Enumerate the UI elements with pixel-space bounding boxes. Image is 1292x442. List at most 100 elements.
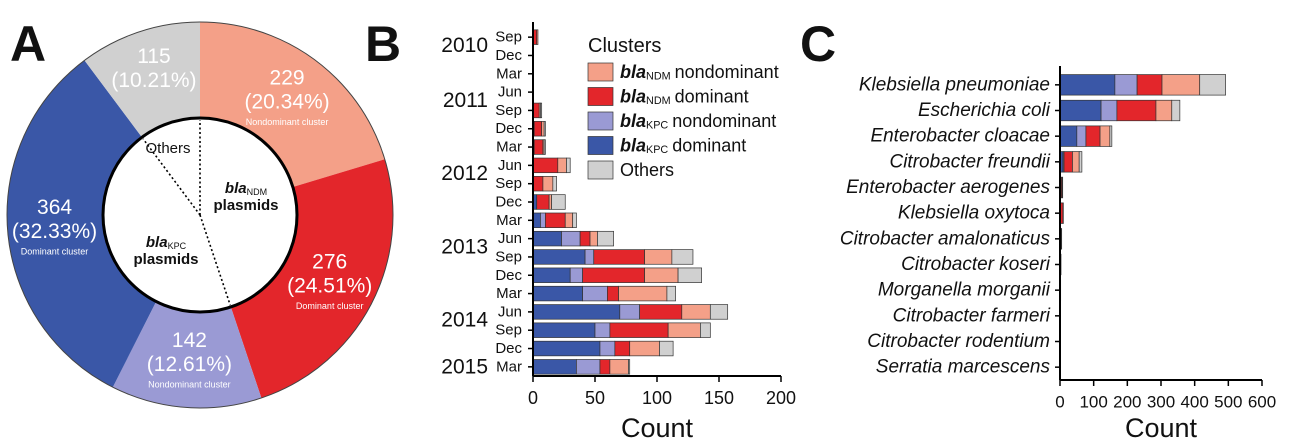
y-tick-label: Dec bbox=[495, 120, 522, 137]
segment-note: Nondominant cluster bbox=[148, 380, 231, 390]
bar-segment bbox=[532, 340, 601, 357]
segment-value: 364 bbox=[37, 196, 72, 219]
x-tick-label: 200 bbox=[766, 388, 796, 408]
bar-segment bbox=[681, 304, 711, 320]
label: blaKPC dominant bbox=[620, 136, 746, 157]
bar-segment bbox=[677, 267, 702, 283]
bar-segment bbox=[543, 121, 546, 137]
label-main: bla bbox=[620, 136, 646, 156]
bar-segment bbox=[533, 121, 543, 137]
y-tick-label: Dec bbox=[495, 340, 522, 357]
x-tick-label: 500 bbox=[1214, 393, 1242, 412]
pie-segment bbox=[84, 22, 200, 138]
bar-segment bbox=[1155, 99, 1173, 122]
label-main: Others bbox=[620, 160, 674, 180]
x-tick-label: 200 bbox=[1113, 393, 1141, 412]
label-sub: NDM bbox=[646, 71, 671, 83]
bar-segment bbox=[582, 285, 608, 302]
bar-segment bbox=[599, 340, 616, 357]
x-tick-label: 100 bbox=[642, 388, 672, 408]
legend-swatch bbox=[587, 136, 614, 155]
segment-note: Nondominant cluster bbox=[246, 117, 329, 127]
bar-segment bbox=[609, 359, 629, 375]
bar-segment bbox=[540, 102, 543, 119]
y-tick-label: Citrobacter farmeri bbox=[893, 305, 1051, 326]
y-tick-label: Sep bbox=[495, 322, 522, 339]
bar-segment bbox=[1161, 74, 1201, 96]
bar-segment bbox=[536, 29, 539, 45]
bar-segment bbox=[1059, 125, 1078, 147]
label: Others bbox=[620, 160, 674, 180]
bar-segment bbox=[700, 322, 711, 338]
label-sub: KPC bbox=[646, 144, 668, 156]
bar-segment bbox=[593, 249, 645, 265]
segment-percent: (12.61%) bbox=[147, 353, 232, 376]
label: blaNDM dominant bbox=[620, 87, 749, 108]
y-tick-label: Citrobacter amalonaticus bbox=[840, 228, 1051, 249]
y-tick-label: Citrobacter freundii bbox=[889, 151, 1050, 172]
bar-segment bbox=[589, 230, 598, 247]
bar-segment bbox=[666, 285, 676, 302]
bar-segment bbox=[584, 249, 595, 265]
bar-segment bbox=[569, 267, 583, 283]
y-tick-label: Sep bbox=[495, 248, 522, 265]
bar-segment bbox=[709, 304, 729, 320]
label-rest: nondominant bbox=[675, 62, 779, 82]
segment-note: Dominant cluster bbox=[21, 247, 89, 257]
bar-segment bbox=[551, 194, 566, 210]
bar-segment bbox=[548, 194, 552, 210]
y-tick-label: Sep bbox=[495, 29, 522, 46]
bar-segment bbox=[607, 285, 619, 302]
y-tick-label: Citrobacter rodentium bbox=[867, 331, 1050, 352]
bar-segment bbox=[532, 157, 559, 174]
bar-segment bbox=[566, 157, 571, 174]
bar-segment bbox=[614, 340, 631, 357]
bar-segment bbox=[582, 267, 645, 283]
label-rest: nondominant bbox=[672, 111, 776, 131]
bar-segment bbox=[629, 340, 660, 357]
y-tick-label: Dec bbox=[495, 267, 522, 284]
y-tick-label: Dec bbox=[495, 47, 522, 64]
bar-segment bbox=[545, 212, 566, 228]
bar-segment bbox=[542, 176, 554, 192]
segment-note: Dominant cluster bbox=[296, 301, 364, 311]
bar-segment bbox=[594, 322, 611, 338]
label-main: bla bbox=[225, 180, 247, 197]
bar-segment bbox=[1171, 99, 1181, 122]
segment-percent: (10.21%) bbox=[111, 69, 196, 92]
panel-letter: A bbox=[10, 16, 46, 72]
label: blaNDM bbox=[225, 180, 267, 197]
label-rest: plasmids bbox=[133, 251, 198, 268]
pie-segment bbox=[112, 301, 262, 408]
segment-value: 115 bbox=[137, 45, 170, 68]
bar-segment bbox=[532, 322, 596, 338]
legend-swatch bbox=[587, 160, 614, 180]
bar-segment bbox=[532, 230, 562, 247]
y-tick-label: Enterobacter cloacae bbox=[870, 126, 1050, 147]
segment-value: 142 bbox=[172, 329, 207, 352]
bar-segment bbox=[671, 249, 694, 265]
bar-segment bbox=[540, 212, 546, 228]
y-tick-label: Dec bbox=[495, 194, 522, 211]
label-rest: dominant bbox=[675, 87, 749, 107]
panel-letter: B bbox=[365, 16, 401, 72]
bar-segment bbox=[576, 359, 601, 375]
bar-segment bbox=[572, 212, 577, 228]
x-tick-label: 100 bbox=[1079, 393, 1107, 412]
bar-segment bbox=[1114, 74, 1138, 96]
year-label: 2015 bbox=[441, 355, 488, 378]
bar-segment bbox=[557, 157, 567, 174]
bar-segment bbox=[532, 212, 541, 228]
bar-segment bbox=[532, 285, 583, 302]
label-sub: NDM bbox=[646, 95, 671, 107]
label-main: bla bbox=[620, 111, 646, 131]
bar-segment bbox=[619, 304, 640, 320]
y-tick-label: Klebsiella pneumoniae bbox=[859, 74, 1050, 95]
bar-segment bbox=[532, 359, 577, 375]
x-tick-label: 0 bbox=[1055, 393, 1064, 412]
pie-segment bbox=[230, 159, 393, 398]
legend-swatch bbox=[587, 62, 614, 82]
label: blaNDM nondominant bbox=[620, 62, 779, 83]
bar-segment bbox=[644, 249, 673, 265]
